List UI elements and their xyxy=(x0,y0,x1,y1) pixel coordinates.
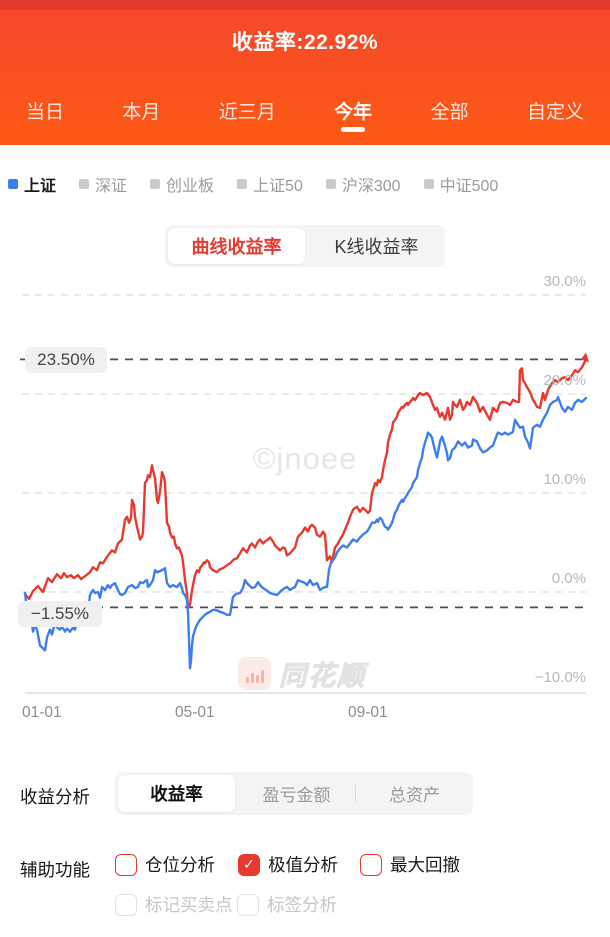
y-tick-neg10: −10.0% xyxy=(534,669,586,686)
aux-section-label: 辅助功能 xyxy=(20,860,90,880)
checkbox-max-drawdown[interactable]: 最大回撤 xyxy=(360,852,460,877)
legend-swatch-gray xyxy=(150,179,161,189)
watermark-brand: 同花顺 xyxy=(238,654,366,693)
analysis-segmented-control: 收益率 盈亏金额 总资产 xyxy=(115,772,473,815)
legend-swatch-gray xyxy=(423,179,434,189)
checkbox-icon xyxy=(360,853,382,876)
checkbox-position-analysis[interactable]: 仓位分析 xyxy=(115,852,215,877)
period-tab-bar: 当日 本月 近三月 今年 全部 自定义 xyxy=(0,97,610,138)
tab-last-3-months[interactable]: 近三月 xyxy=(218,102,276,123)
chart-type-toggle: 曲线收益率 K线收益率 xyxy=(165,225,445,267)
header: 收益率:22.92% 当日 本月 近三月 今年 全部 自定义 xyxy=(0,0,610,145)
checkbox-mark-trade-points[interactable]: 标记买卖点 xyxy=(115,892,233,917)
segment-divider xyxy=(355,784,356,803)
x-tick-may: 05-01 xyxy=(175,704,215,721)
toggle-kline-return[interactable]: K线收益率 xyxy=(334,237,419,257)
legend-item-shenzheng[interactable]: 深证 xyxy=(79,172,127,196)
y-tick-10: 10.0% xyxy=(543,471,586,488)
legend-swatch-gray xyxy=(237,179,248,189)
checkbox-disabled-icon xyxy=(115,893,137,916)
tab-this-month[interactable]: 本月 xyxy=(122,102,161,123)
min-value-label: −1.55% xyxy=(18,601,102,627)
tab-all[interactable]: 全部 xyxy=(430,102,469,123)
segment-return-rate[interactable]: 收益率 xyxy=(118,775,235,812)
legend-item-shangzheng[interactable]: 上证 xyxy=(8,172,56,196)
checkbox-tag-analysis[interactable]: 标签分析 xyxy=(237,892,337,917)
legend-swatch-gray xyxy=(325,179,336,189)
x-tick-sep: 09-01 xyxy=(348,704,388,721)
tab-custom[interactable]: 自定义 xyxy=(526,102,584,123)
y-tick-0: 0.0% xyxy=(551,570,586,587)
analysis-section-label: 收益分析 xyxy=(20,787,90,807)
checkbox-disabled-icon xyxy=(237,893,259,916)
active-tab-underline xyxy=(341,127,366,132)
page-title: 收益率:22.92% xyxy=(231,31,379,54)
toggle-curve-return[interactable]: 曲线收益率 xyxy=(168,228,305,264)
index-legend: 上证 深证 创业板 上证50 沪深300 中证500 xyxy=(8,172,602,196)
segment-total-assets[interactable]: 总资产 xyxy=(389,786,440,805)
legend-item-chuangyeban[interactable]: 创业板 xyxy=(150,172,214,196)
legend-item-shangzheng50[interactable]: 上证50 xyxy=(237,172,303,196)
tab-today[interactable]: 当日 xyxy=(26,102,65,123)
y-tick-30: 30.0% xyxy=(543,273,586,290)
segment-profit-amount[interactable]: 盈亏金额 xyxy=(262,786,331,805)
legend-item-zhongzheng500[interactable]: 中证500 xyxy=(423,172,498,196)
max-value-label: 23.50% xyxy=(25,347,107,373)
legend-swatch-gray xyxy=(79,179,90,189)
brand-logo-text: 同花顺 xyxy=(279,661,366,692)
brand-logo-icon xyxy=(238,657,271,690)
tab-this-year[interactable]: 今年 xyxy=(334,97,372,138)
watermark-jnoee: ©jnoee xyxy=(252,441,358,476)
legend-swatch-blue xyxy=(8,179,18,189)
legend-item-hushen300[interactable]: 沪深300 xyxy=(325,172,401,196)
x-tick-jan: 01-01 xyxy=(22,704,62,721)
status-bar xyxy=(0,0,610,10)
checkbox-checked-icon: ✓ xyxy=(238,853,260,876)
checkbox-icon xyxy=(115,853,137,876)
y-tick-20: 20.0% xyxy=(543,372,586,389)
checkbox-extreme-analysis[interactable]: ✓ 极值分析 xyxy=(238,852,338,877)
